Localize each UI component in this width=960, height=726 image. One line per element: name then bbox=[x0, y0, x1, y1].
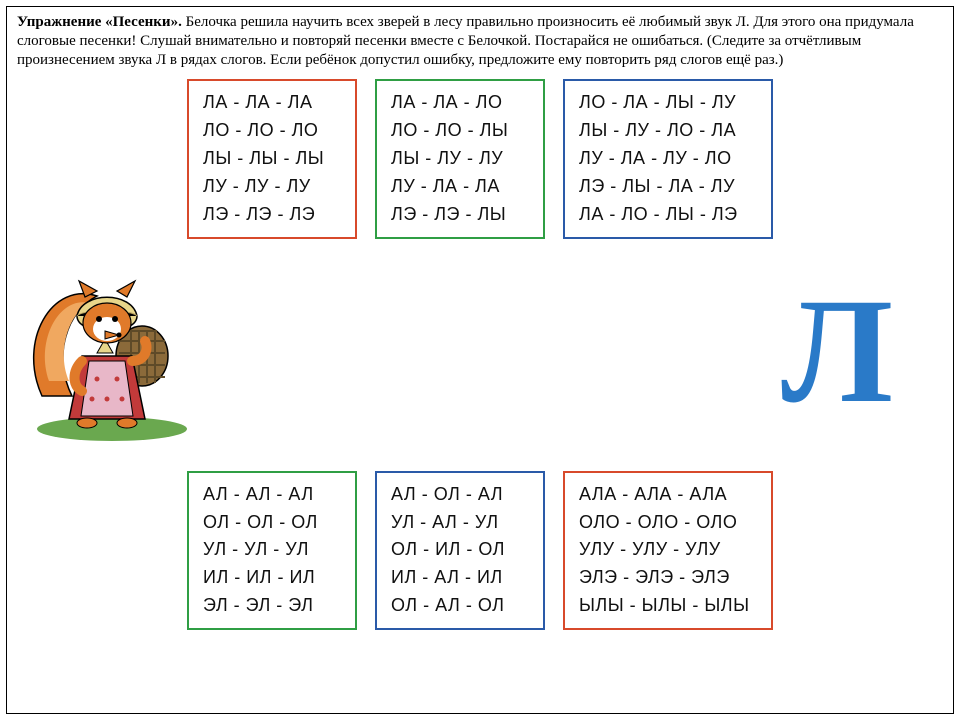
syllable-line: ЫЛЫ - ЫЛЫ - ЫЛЫ bbox=[579, 592, 757, 620]
worksheet-frame: Упражнение «Песенки». Белочка решила нау… bbox=[6, 6, 954, 714]
syllable-box: АЛ - АЛ - АЛОЛ - ОЛ - ОЛУЛ - УЛ - УЛИЛ -… bbox=[187, 471, 357, 630]
syllable-line: ЭЛЭ - ЭЛЭ - ЭЛЭ bbox=[579, 564, 757, 592]
syllable-line: ЛО - ЛО - ЛЫ bbox=[391, 117, 529, 145]
syllable-line: ЛА - ЛО - ЛЫ - ЛЭ bbox=[579, 201, 757, 229]
syllable-line: ОЛО - ОЛО - ОЛО bbox=[579, 509, 757, 537]
syllable-line: ЛЭ - ЛЭ - ЛЫ bbox=[391, 201, 529, 229]
big-letter-L: Л bbox=[781, 276, 893, 426]
syllable-line: ОЛ - ИЛ - ОЛ bbox=[391, 536, 529, 564]
syllable-line: АЛ - АЛ - АЛ bbox=[203, 481, 341, 509]
syllable-line: ЛУ - ЛА - ЛА bbox=[391, 173, 529, 201]
syllable-line: ИЛ - ИЛ - ИЛ bbox=[203, 564, 341, 592]
syllable-line: ЛЫ - ЛЫ - ЛЫ bbox=[203, 145, 341, 173]
syllable-box: ЛО - ЛА - ЛЫ - ЛУЛЫ - ЛУ - ЛО - ЛАЛУ - Л… bbox=[563, 79, 773, 238]
syllable-box: ЛА - ЛА - ЛОЛО - ЛО - ЛЫЛЫ - ЛУ - ЛУЛУ -… bbox=[375, 79, 545, 238]
syllable-line: АЛА - АЛА - АЛА bbox=[579, 481, 757, 509]
syllable-line: ЛА - ЛА - ЛО bbox=[391, 89, 529, 117]
bottom-row: АЛ - АЛ - АЛОЛ - ОЛ - ОЛУЛ - УЛ - УЛИЛ -… bbox=[17, 471, 943, 630]
syllable-line: ЭЛ - ЭЛ - ЭЛ bbox=[203, 592, 341, 620]
syllable-box: АЛА - АЛА - АЛАОЛО - ОЛО - ОЛОУЛУ - УЛУ … bbox=[563, 471, 773, 630]
syllable-line: ОЛ - ОЛ - ОЛ bbox=[203, 509, 341, 537]
syllable-line: УЛУ - УЛУ - УЛУ bbox=[579, 536, 757, 564]
syllable-line: ЛЫ - ЛУ - ЛО - ЛА bbox=[579, 117, 757, 145]
syllable-line: ЛА - ЛА - ЛА bbox=[203, 89, 341, 117]
syllable-line: УЛ - УЛ - УЛ bbox=[203, 536, 341, 564]
syllable-line: ИЛ - АЛ - ИЛ bbox=[391, 564, 529, 592]
syllable-line: ЛО - ЛА - ЛЫ - ЛУ bbox=[579, 89, 757, 117]
instruction-paragraph: Упражнение «Песенки». Белочка решила нау… bbox=[17, 13, 943, 69]
syllable-line: ЛУ - ЛА - ЛУ - ЛО bbox=[579, 145, 757, 173]
syllable-box: АЛ - ОЛ - АЛУЛ - АЛ - УЛОЛ - ИЛ - ОЛИЛ -… bbox=[375, 471, 545, 630]
syllable-line: ЛЭ - ЛЭ - ЛЭ bbox=[203, 201, 341, 229]
syllable-line: УЛ - АЛ - УЛ bbox=[391, 509, 529, 537]
syllable-line: ЛЫ - ЛУ - ЛУ bbox=[391, 145, 529, 173]
syllable-line: ЛО - ЛО - ЛО bbox=[203, 117, 341, 145]
syllable-line: АЛ - ОЛ - АЛ bbox=[391, 481, 529, 509]
middle-strip: Л bbox=[17, 251, 943, 451]
syllable-line: ОЛ - АЛ - ОЛ bbox=[391, 592, 529, 620]
instruction-title: Упражнение «Песенки». bbox=[17, 14, 182, 30]
syllable-line: ЛЭ - ЛЫ - ЛА - ЛУ bbox=[579, 173, 757, 201]
squirrel-illustration bbox=[27, 261, 197, 441]
syllable-line: ЛУ - ЛУ - ЛУ bbox=[203, 173, 341, 201]
syllable-box: ЛА - ЛА - ЛАЛО - ЛО - ЛОЛЫ - ЛЫ - ЛЫЛУ -… bbox=[187, 79, 357, 238]
top-row: ЛА - ЛА - ЛАЛО - ЛО - ЛОЛЫ - ЛЫ - ЛЫЛУ -… bbox=[17, 79, 943, 238]
